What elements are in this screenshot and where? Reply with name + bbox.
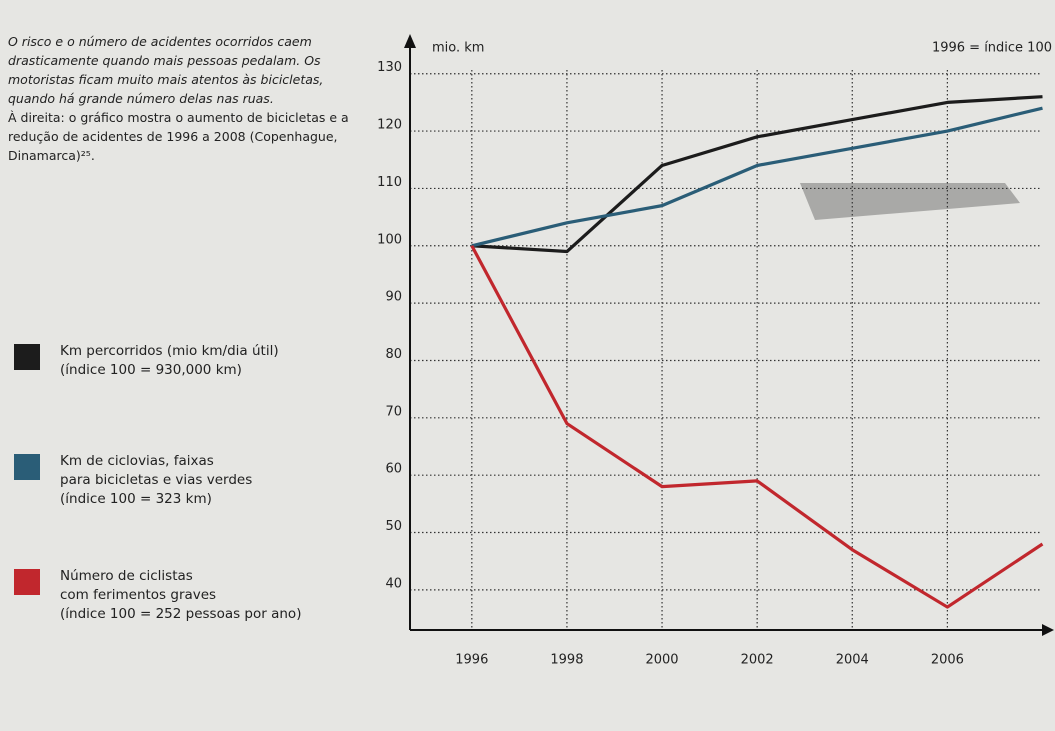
intro-paragraph: O risco e o número de acidentes ocorrido… (8, 34, 324, 106)
legend-label: Km percorridos (mio km/dia útil) (índice… (60, 343, 279, 378)
series-line (470, 245, 1044, 609)
y-tick-label: 100 (377, 232, 402, 247)
x-tick-label: 2002 (741, 653, 774, 668)
y-axis-arrow (404, 34, 416, 48)
y-tick-label: 120 (377, 118, 402, 133)
intro-paragraph: À direita: o gráfico mostra o aumento de… (8, 110, 349, 163)
legend-item: Km percorridos (mio km/dia útil) (índice… (14, 342, 279, 380)
y-tick-label: 90 (385, 290, 402, 305)
x-tick-label: 2004 (836, 653, 869, 668)
legend-swatch (14, 454, 40, 480)
y-tick-label: 70 (385, 404, 402, 419)
y-tick-label: 50 (385, 519, 402, 534)
note: 1996 = índice 100 (932, 41, 1052, 56)
x-tick-label: 1996 (455, 653, 488, 668)
x-tick-label: 2006 (931, 653, 964, 668)
y-tick-label: 80 (385, 347, 402, 362)
legend-swatch (14, 569, 40, 595)
x-tick-label: 1998 (550, 653, 583, 668)
series-line (471, 106, 1043, 248)
x-tick-label: 2000 (645, 653, 678, 668)
y-tick-label: 110 (377, 175, 402, 190)
intro-text: O risco e o número de acidentes ocorrido… (8, 32, 358, 165)
decoration-shadow (800, 183, 1020, 220)
series-line (471, 95, 1043, 254)
y-axis-label: mio. km (432, 41, 484, 56)
legend-label: Número de ciclistas com ferimentos grave… (60, 568, 302, 622)
legend-item: Número de ciclistas com ferimentos grave… (14, 567, 301, 624)
legend-swatch (14, 344, 40, 370)
y-tick-label: 130 (377, 60, 402, 75)
y-tick-label: 60 (385, 462, 402, 477)
x-axis-arrow (1042, 624, 1054, 636)
legend-label: Km de ciclovias, faixas para bicicletas … (60, 453, 253, 507)
y-tick-label: 40 (385, 576, 402, 591)
legend-item: Km de ciclovias, faixas para bicicletas … (14, 452, 252, 509)
